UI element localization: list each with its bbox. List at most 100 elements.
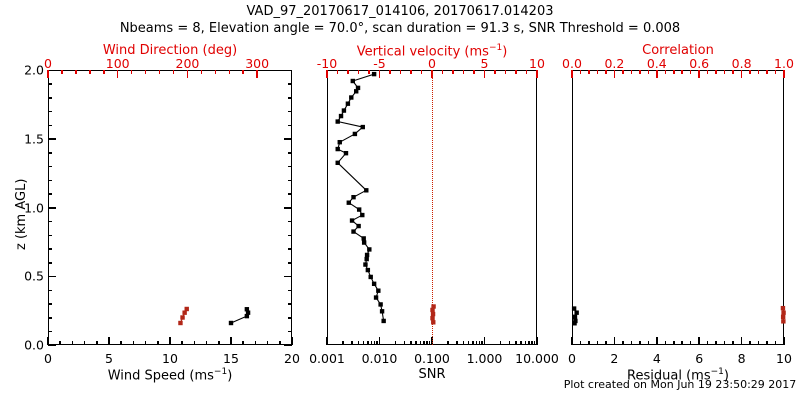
bottom-major-tick-middle xyxy=(483,337,486,345)
data-point xyxy=(360,124,365,130)
bottom-minor-tick-left xyxy=(266,341,269,345)
series-wind-direction xyxy=(178,306,189,326)
y-major-tick xyxy=(284,344,292,346)
top-major-tick-left xyxy=(47,70,49,78)
data-point xyxy=(178,320,183,326)
data-point xyxy=(244,307,250,312)
top-major-tick-right xyxy=(656,70,658,78)
bottom-minor-tick-left xyxy=(254,341,257,345)
bottom-minor-tick-right xyxy=(698,341,700,345)
bottom-minor-tick-middle xyxy=(394,341,397,345)
top-minor-tick-middle xyxy=(326,70,328,74)
bottom-minor-tick-middle xyxy=(456,341,458,345)
bottom-axis-title-right: Residual (ms−1) xyxy=(627,367,729,384)
top-minor-tick-left xyxy=(89,70,91,74)
top-minor-tick-left xyxy=(47,70,49,74)
top-minor-tick-middle xyxy=(368,70,370,74)
series-wind-speed xyxy=(228,307,251,326)
top-axis-title-left: Wind Direction (deg) xyxy=(102,43,238,58)
y-minor-tick xyxy=(288,289,292,291)
data-point xyxy=(378,302,383,307)
series-correlation xyxy=(780,305,786,324)
data-point xyxy=(780,314,786,320)
data-point xyxy=(574,310,579,315)
top-major-tick-right xyxy=(613,70,616,78)
bottom-minor-tick-right xyxy=(766,341,768,345)
bottom-minor-tick-right xyxy=(588,341,590,345)
data-point xyxy=(350,78,355,84)
bottom-minor-tick-middle xyxy=(351,341,353,345)
data-point xyxy=(345,101,351,106)
top-minor-tick-right xyxy=(647,70,650,74)
top-tick-label-right: 1.0 xyxy=(774,56,794,71)
y-minor-tick xyxy=(288,124,292,126)
bottom-tick-label-left: 10 xyxy=(162,351,178,366)
y-minor-tick xyxy=(48,152,52,154)
top-major-tick-middle xyxy=(483,70,486,78)
bottom-minor-tick-middle xyxy=(499,341,502,345)
top-major-tick-right xyxy=(698,70,700,78)
top-minor-tick-right xyxy=(596,70,599,74)
top-minor-tick-middle xyxy=(504,70,507,74)
bottom-minor-tick-right xyxy=(740,341,743,345)
bottom-minor-tick-middle xyxy=(472,341,474,345)
top-tick-label-right: 0.2 xyxy=(604,56,625,71)
bottom-tick-label-right: 8 xyxy=(737,351,746,366)
data-point xyxy=(364,188,369,193)
y-minor-tick xyxy=(288,330,292,333)
top-major-tick-right xyxy=(571,70,573,78)
bottom-tick-label-left: 0 xyxy=(44,351,52,366)
y-major-tick xyxy=(48,207,56,209)
y-minor-tick xyxy=(48,165,52,168)
top-minor-tick-right xyxy=(673,70,675,74)
y-minor-tick xyxy=(48,234,52,236)
bottom-minor-tick-right xyxy=(774,341,777,345)
bottom-minor-tick-right xyxy=(630,341,633,345)
bottom-minor-tick-middle xyxy=(419,341,422,345)
y-minor-tick xyxy=(48,179,52,181)
data-point xyxy=(356,207,362,212)
top-minor-tick-left xyxy=(116,70,119,74)
bottom-minor-tick-left xyxy=(279,341,281,345)
data-point xyxy=(182,310,187,315)
bottom-minor-tick-middle xyxy=(403,341,406,345)
y-minor-tick xyxy=(288,97,292,99)
top-minor-tick-right xyxy=(579,70,582,74)
data-point xyxy=(571,306,577,311)
top-minor-tick-right xyxy=(622,70,624,74)
data-point xyxy=(430,311,436,317)
bottom-minor-tick-left xyxy=(242,341,244,345)
bottom-minor-tick-right xyxy=(681,341,683,345)
series-residual xyxy=(571,306,579,326)
top-minor-tick-middle xyxy=(336,70,339,74)
top-minor-tick-right xyxy=(783,70,785,74)
top-minor-tick-right xyxy=(757,70,760,74)
bottom-minor-tick-middle xyxy=(520,341,522,345)
top-tick-label-middle: -5 xyxy=(373,56,386,71)
data-point xyxy=(367,247,372,252)
top-tick-label-left: 100 xyxy=(105,56,130,71)
bottom-minor-tick-middle xyxy=(531,341,533,345)
top-major-tick-left xyxy=(256,70,258,78)
bottom-tick-label-middle: 1.000 xyxy=(466,351,503,366)
y-major-tick xyxy=(284,207,292,209)
bottom-axis-title-left: Wind Speed (ms−1) xyxy=(107,367,233,384)
bottom-minor-tick-left xyxy=(59,341,61,345)
bottom-tick-label-middle: 0.100 xyxy=(414,351,450,366)
data-point xyxy=(341,108,347,113)
y-minor-tick xyxy=(48,193,52,195)
bottom-minor-tick-right xyxy=(647,341,650,345)
bottom-minor-tick-left xyxy=(96,341,98,345)
top-minor-tick-left xyxy=(186,70,189,74)
bottom-minor-tick-middle xyxy=(467,341,470,345)
bottom-minor-tick-middle xyxy=(415,341,417,345)
top-minor-tick-right xyxy=(740,70,743,74)
top-minor-tick-right xyxy=(774,70,777,74)
data-point xyxy=(335,160,340,166)
top-minor-tick-right xyxy=(723,70,726,74)
bottom-minor-tick-left xyxy=(71,341,74,345)
